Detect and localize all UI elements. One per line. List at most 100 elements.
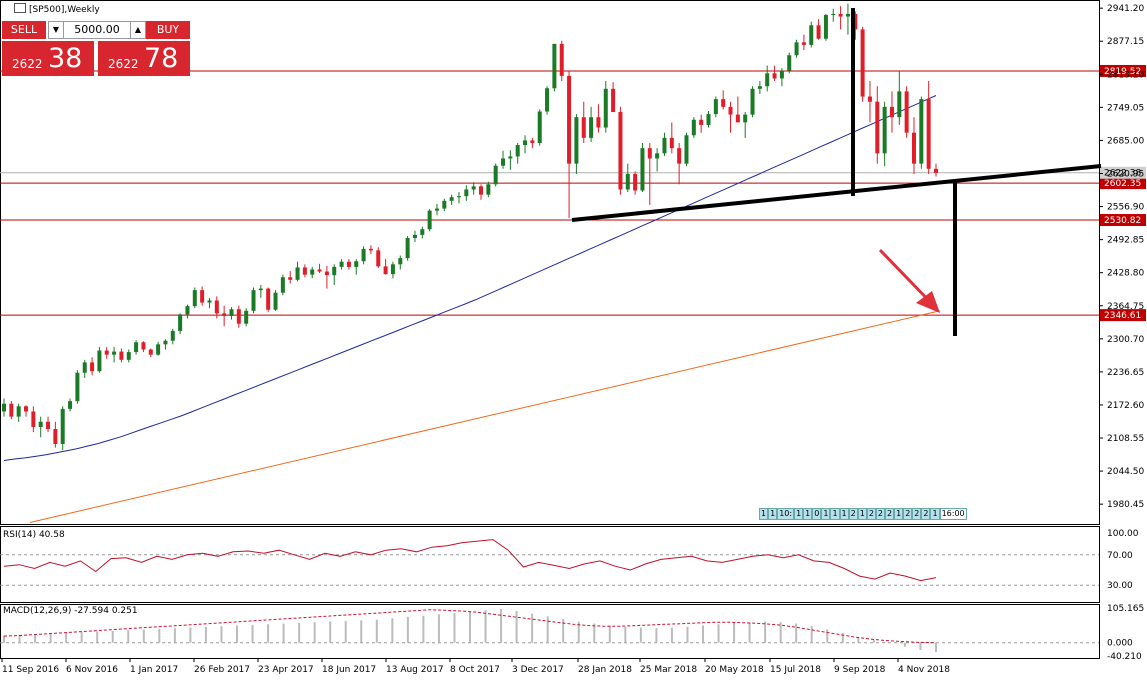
y-tick-label: 2749.05: [1107, 103, 1144, 113]
candle-body: [31, 411, 36, 427]
candle-body: [2, 403, 6, 412]
pane-frame: [0, 0, 1100, 525]
y-tick-label: 2172.60: [1107, 401, 1144, 411]
countdown-cell: 1: [759, 508, 769, 520]
candle-body: [515, 145, 520, 157]
level-price-tag: [1100, 214, 1146, 227]
y-tick-label: 2813.10: [1107, 70, 1144, 80]
candle-body: [471, 186, 476, 190]
buy-price[interactable]: 2622 78: [98, 41, 190, 76]
buy-button[interactable]: BUY: [146, 21, 190, 39]
candle-body: [112, 351, 117, 355]
x-tick-label: 26 Feb 2017: [194, 665, 250, 675]
countdown-cell: 1: [830, 508, 840, 520]
rsi-label: RSI(14) 40.58: [3, 530, 65, 540]
y-tick-label: 2428.80: [1107, 269, 1144, 279]
candle-body: [207, 300, 212, 303]
y-tick-label: 2300.70: [1107, 335, 1144, 345]
level-price-tag: [1100, 309, 1146, 322]
x-tick-label: 25 Mar 2018: [640, 665, 697, 675]
candle-body: [618, 112, 623, 190]
chevron-up-icon[interactable]: ▲: [130, 22, 145, 38]
candle-body: [831, 13, 836, 15]
countdown-cell: 1: [839, 508, 849, 520]
candle-body: [699, 119, 704, 125]
candle-body: [141, 342, 146, 350]
candle-body: [897, 91, 902, 118]
candle-body: [479, 186, 484, 195]
candle-body: [464, 189, 469, 197]
candle-body: [46, 421, 51, 430]
candle-body: [295, 267, 300, 280]
candle-body: [302, 267, 307, 275]
candle-body: [324, 271, 329, 276]
x-tick-label: 13 Aug 2017: [386, 665, 444, 675]
candle-body: [721, 99, 726, 107]
x-tick-label: 8 Oct 2017: [450, 665, 500, 675]
candle-body: [801, 42, 806, 45]
chevron-down-icon[interactable]: ▼: [49, 22, 64, 38]
candle-body: [919, 99, 924, 164]
candle-body: [779, 70, 784, 79]
level-price-label: 2346.61: [1104, 311, 1141, 321]
candle-body: [552, 43, 557, 89]
countdown-cell: 1: [857, 508, 867, 520]
candle-body: [244, 310, 249, 324]
candle-body: [368, 248, 373, 251]
candle-body: [743, 114, 748, 123]
candle-body: [794, 42, 799, 56]
candle-body: [376, 250, 381, 267]
candle-body: [442, 200, 447, 209]
candle-body: [346, 261, 351, 267]
candle-body: [559, 43, 564, 76]
candle-body: [222, 313, 227, 316]
x-tick-label: 3 Dec 2017: [512, 665, 564, 675]
sell-button[interactable]: SELL: [2, 21, 46, 39]
candle-body: [53, 429, 58, 444]
candle-body: [809, 25, 814, 45]
candle-body: [68, 401, 73, 409]
quantity-value[interactable]: 5000.00: [74, 23, 120, 36]
candle-body: [530, 140, 535, 144]
candle-body: [706, 114, 711, 125]
candle-body: [398, 258, 403, 265]
candle-body: [545, 88, 550, 112]
candle-body: [200, 290, 205, 303]
candle-body: [90, 362, 95, 372]
candle-body: [640, 148, 645, 191]
quantity-field[interactable]: ▼ 5000.00 ▲: [48, 21, 146, 39]
candle-body: [787, 55, 792, 71]
candle-body: [449, 197, 454, 201]
candle-body: [655, 153, 660, 159]
candle-body: [339, 261, 344, 267]
x-tick-label: 23 Apr 2017: [258, 665, 314, 675]
candle-body: [603, 88, 608, 128]
candle-body: [273, 292, 278, 310]
countdown-cell: 2: [885, 508, 895, 520]
candle-body: [251, 290, 256, 311]
countdown-cell: 1: [930, 508, 940, 520]
chart-title: [SP500],Weekly: [14, 3, 100, 15]
moving-average-fast: [3, 95, 937, 461]
candle-body: [728, 106, 733, 115]
candle-body: [860, 29, 865, 97]
candle-body: [134, 342, 139, 353]
bar-countdown: 1 1 10: 1 1 0 1 1 1 2 1 2 2 2 1 2 2 2 1 16:00: [759, 508, 967, 520]
candle-body: [104, 350, 109, 355]
candle-body: [633, 173, 638, 191]
y-tick-label: 1980.45: [1107, 500, 1144, 510]
macd-axis-label: 0.000: [1107, 639, 1133, 649]
sell-price[interactable]: 2622 38: [2, 41, 94, 76]
y-tick-label: 2364.75: [1107, 302, 1144, 312]
macd-label: MACD(12,26,9) -27.594 0.251: [3, 606, 138, 616]
candle-body: [163, 340, 168, 345]
y-tick-label: 2108.55: [1107, 434, 1144, 444]
candle-body: [750, 88, 755, 115]
y-tick-label: 2044.50: [1107, 467, 1144, 477]
candle-body: [823, 14, 828, 39]
rsi-line: [3, 539, 937, 582]
level-price-label: 2602.35: [1104, 179, 1141, 189]
candle-body: [24, 406, 29, 412]
countdown-cell: 1: [894, 508, 904, 520]
